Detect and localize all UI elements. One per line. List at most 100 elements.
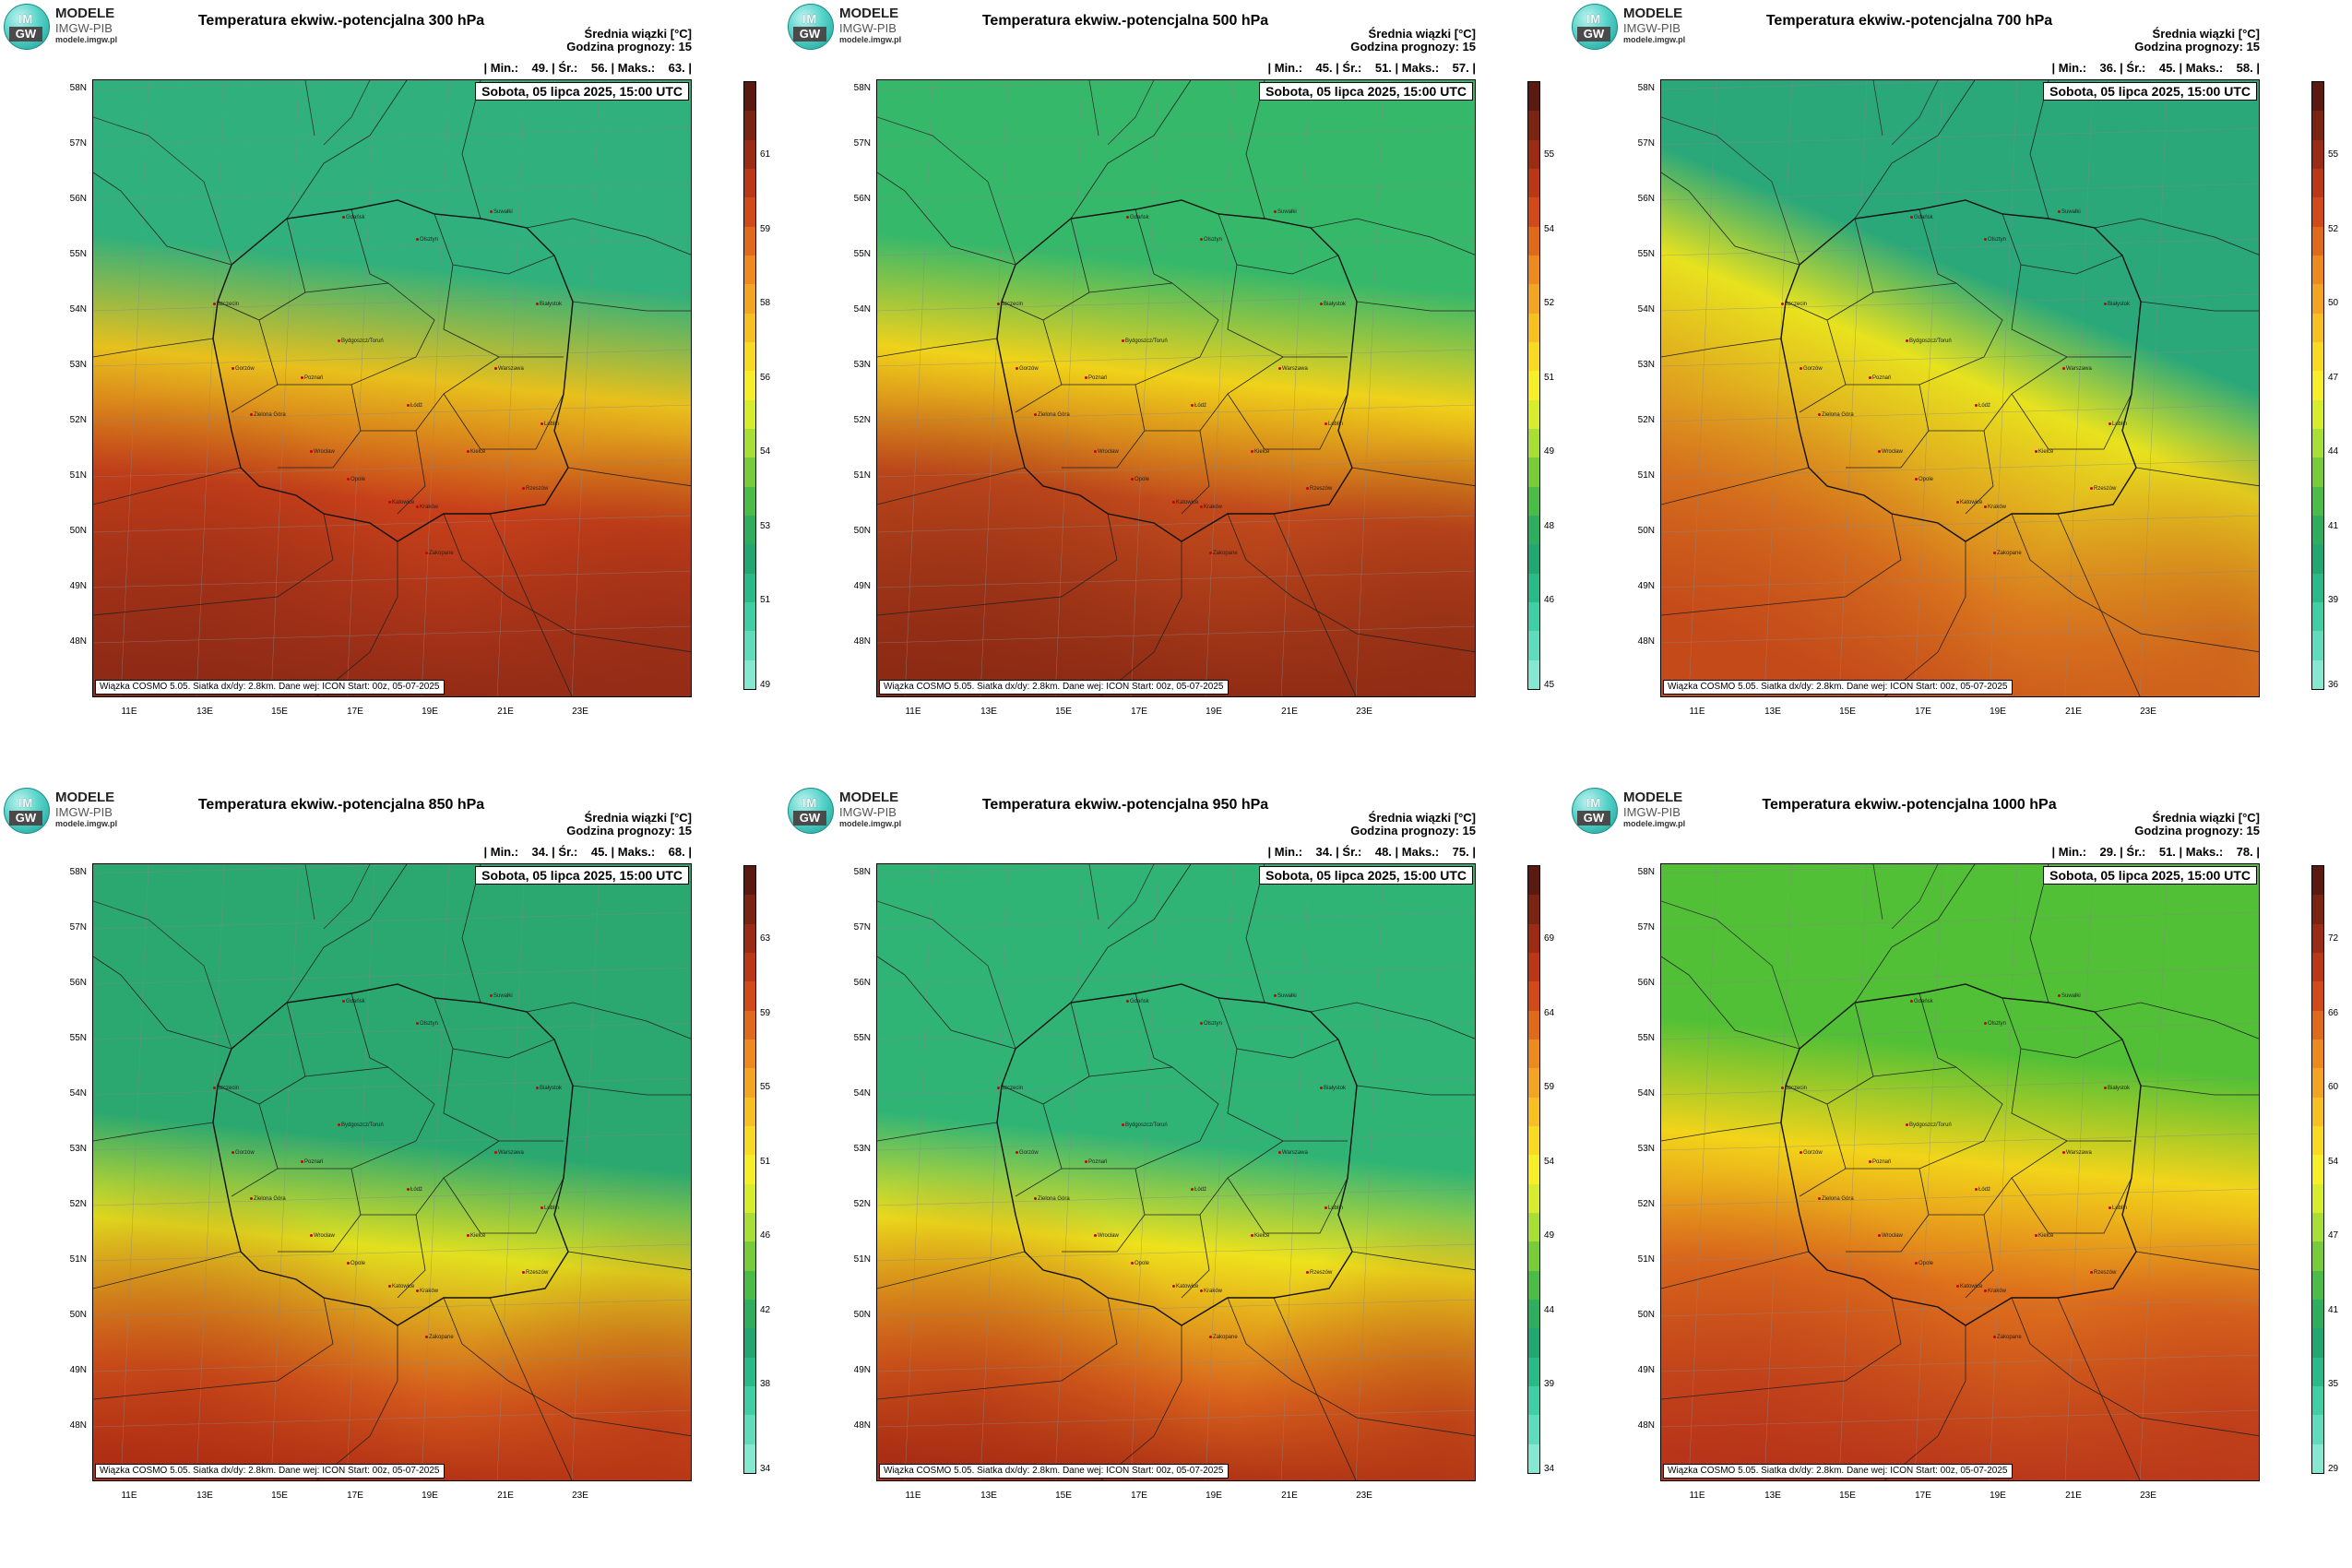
city-label: Gdańsk (342, 999, 365, 1004)
city-label: Rzeszów (1306, 486, 1332, 492)
city-label: Suwałki (1274, 209, 1297, 215)
logo-im-text: IM (18, 12, 34, 26)
lat-tick: 49N (853, 1365, 871, 1375)
logo-url[interactable]: modele.imgw.pl (55, 35, 118, 44)
forecast-hour: Godzina prognozy: 15 (566, 824, 692, 837)
city-label: Kraków (1984, 505, 2006, 510)
city-label: Gorzów (1800, 366, 1823, 372)
colorbar-segment (744, 602, 755, 632)
lon-tick: 13E (1764, 1491, 1781, 1501)
colorbar-segment (744, 1183, 755, 1214)
city-label: Opole (1915, 477, 1933, 482)
colorbar-tick: 63 (760, 933, 771, 944)
colorbar-tick: 55 (760, 1082, 771, 1092)
logo-url[interactable]: modele.imgw.pl (55, 819, 118, 828)
imgw-logo[interactable]: IM GW MODELE IMGW-PIB modele.imgw.pl (788, 4, 954, 52)
lat-tick: 50N (69, 1310, 87, 1320)
colorbar-segment (2312, 399, 2323, 430)
city-label: Szczecin (997, 1086, 1023, 1091)
lon-tick: 23E (572, 707, 588, 717)
lat-tick: 51N (69, 470, 87, 481)
colorbar-tick: 44 (2328, 446, 2339, 457)
temperature-field (1661, 80, 2259, 696)
lon-tick: 23E (572, 1491, 588, 1501)
map-area[interactable]: Gdańsk Olsztyn Suwałki Szczecin Białystok Byd… (92, 863, 692, 1481)
imgw-logo[interactable]: IM GW MODELE IMGW-PIB modele.imgw.pl (1572, 4, 1738, 52)
city-label: Łódź (1191, 1187, 1206, 1193)
model-footer: Wiązka COSMO 5.05. Siatka dx/dy: 2.8km. … (95, 1464, 445, 1479)
map-area[interactable]: Gdańsk Olsztyn Suwałki Szczecin Białystok Byd… (1660, 863, 2260, 1481)
city-label: Białystok (2104, 1086, 2130, 1091)
colorbar-segment (744, 1068, 755, 1099)
lon-tick: 13E (980, 707, 997, 717)
lat-tick: 50N (69, 526, 87, 536)
colorbar (743, 865, 756, 1474)
logo-url[interactable]: modele.imgw.pl (1623, 819, 1686, 828)
stats-line: | Min.: 34. | Śr.: 45. | Maks.: 68. | (483, 845, 692, 859)
city-label: Zielona Góra (250, 412, 286, 418)
colorbar-segment (1528, 953, 1539, 982)
lat-tick: 56N (853, 978, 871, 988)
lat-tick: 52N (69, 415, 87, 425)
city-label: Zakopane (1209, 551, 1238, 556)
lon-tick: 15E (271, 1491, 288, 1501)
lat-tick: 48N (69, 636, 87, 647)
city-label: Olsztyn (1984, 237, 2006, 243)
colorbar-segment (2312, 602, 2323, 632)
city-label: Warszawa (1278, 366, 1308, 372)
colorbar-segment (2312, 866, 2323, 896)
city-label: Bydgoszcz/Toruń (1906, 339, 1952, 344)
colorbar-segment (1528, 544, 1539, 575)
logo-url[interactable]: modele.imgw.pl (839, 819, 902, 828)
city-label: Kraków (416, 1289, 438, 1294)
colorbar-segment (1528, 1415, 1539, 1445)
colorbar-segment (1528, 1357, 1539, 1387)
map-area[interactable]: Gdańsk Olsztyn Suwałki Szczecin Białystok Byd… (1660, 79, 2260, 697)
imgw-logo[interactable]: IM GW MODELE IMGW-PIB modele.imgw.pl (4, 788, 170, 836)
colorbar-segment (2312, 429, 2323, 458)
colorbar-segment (744, 1328, 755, 1359)
colorbar-segment (1528, 1039, 1539, 1069)
city-label: Zakopane (425, 1335, 454, 1340)
lat-tick: 56N (1637, 978, 1655, 988)
lon-tick: 13E (1764, 707, 1781, 717)
colorbar-segment (744, 197, 755, 228)
colorbar-segment (744, 516, 755, 545)
temperature-field (877, 80, 1475, 696)
logo-url[interactable]: modele.imgw.pl (1623, 35, 1686, 44)
map-area[interactable]: Gdańsk Olsztyn Suwałki Szczecin Białystok Byd… (876, 79, 1476, 697)
colorbar-segment (744, 1155, 755, 1185)
model-footer: Wiązka COSMO 5.05. Siatka dx/dy: 2.8km. … (1663, 1464, 2013, 1479)
colorbar-segment (2312, 1183, 2323, 1214)
city-label: Opole (1131, 1261, 1149, 1266)
colorbar-segment (744, 399, 755, 430)
lat-tick: 56N (853, 194, 871, 204)
logo-gw-text: GW (793, 27, 826, 42)
lat-tick: 53N (1637, 360, 1655, 370)
colorbar-segment (2312, 457, 2323, 488)
city-label: Gdańsk (1126, 999, 1149, 1004)
imgw-logo[interactable]: IM GW MODELE IMGW-PIB modele.imgw.pl (1572, 788, 1738, 836)
info-label: Średnia wiązki [°C] (1368, 27, 1476, 41)
logo-sub: IMGW-PIB (839, 805, 897, 819)
imgw-logo[interactable]: IM GW MODELE IMGW-PIB modele.imgw.pl (4, 4, 170, 52)
city-label: Opole (347, 477, 365, 482)
logo-url[interactable]: modele.imgw.pl (839, 35, 902, 44)
lat-tick: 54N (69, 1088, 87, 1099)
colorbar-tick: 47 (2328, 372, 2339, 383)
colorbar-segment (1528, 111, 1539, 141)
city-label: Kielce (467, 1233, 485, 1239)
colorbar-segment (744, 429, 755, 458)
map-area[interactable]: Gdańsk Olsztyn Suwałki Szczecin Białystok Byd… (92, 79, 692, 697)
map-area[interactable]: Gdańsk Olsztyn Suwałki Szczecin Białystok Byd… (876, 863, 1476, 1481)
imgw-logo[interactable]: IM GW MODELE IMGW-PIB modele.imgw.pl (788, 788, 954, 836)
model-footer: Wiązka COSMO 5.05. Siatka dx/dy: 2.8km. … (95, 680, 445, 695)
lat-tick: 57N (1637, 138, 1655, 148)
lat-tick: 56N (1637, 194, 1655, 204)
city-label: Gorzów (1016, 366, 1039, 372)
city-label: Wrocław (1094, 449, 1119, 455)
colorbar-segment (744, 659, 755, 690)
colorbar-segment (2312, 923, 2323, 954)
colorbar-segment (2312, 1300, 2323, 1329)
lat-tick: 51N (1637, 470, 1655, 481)
